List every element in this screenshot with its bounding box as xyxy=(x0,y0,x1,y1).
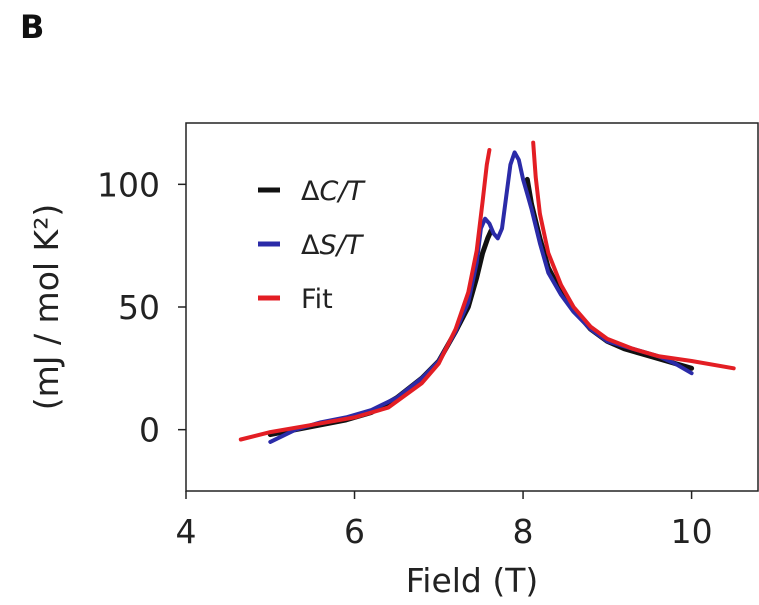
legend-label: ΔS/T xyxy=(301,230,365,261)
x-axis-title: Field (T) xyxy=(406,561,539,600)
y-axis-ticks: 0 50 100 xyxy=(97,165,186,450)
y-axis-title: (mJ / mol K²) xyxy=(27,204,66,411)
legend-label: Fit xyxy=(301,284,333,315)
x-tick-label: 4 xyxy=(176,512,197,551)
legend-label: ΔC/T xyxy=(301,176,366,207)
x-axis-ticks: 4 6 8 10 xyxy=(176,491,713,551)
series-3-line xyxy=(238,148,492,442)
legend: ΔC/T ΔS/T Fit xyxy=(258,176,366,315)
y-tick-label: 50 xyxy=(118,288,160,327)
y-tick-label: 100 xyxy=(97,165,160,204)
panel-label: B xyxy=(20,8,45,46)
x-tick-label: 8 xyxy=(513,512,534,551)
x-tick-label: 6 xyxy=(344,512,365,551)
series-3-line-branch-2 xyxy=(531,140,736,371)
x-tick-label: 10 xyxy=(671,512,713,551)
series-group xyxy=(238,140,736,444)
y-tick-label: 0 xyxy=(139,411,160,450)
